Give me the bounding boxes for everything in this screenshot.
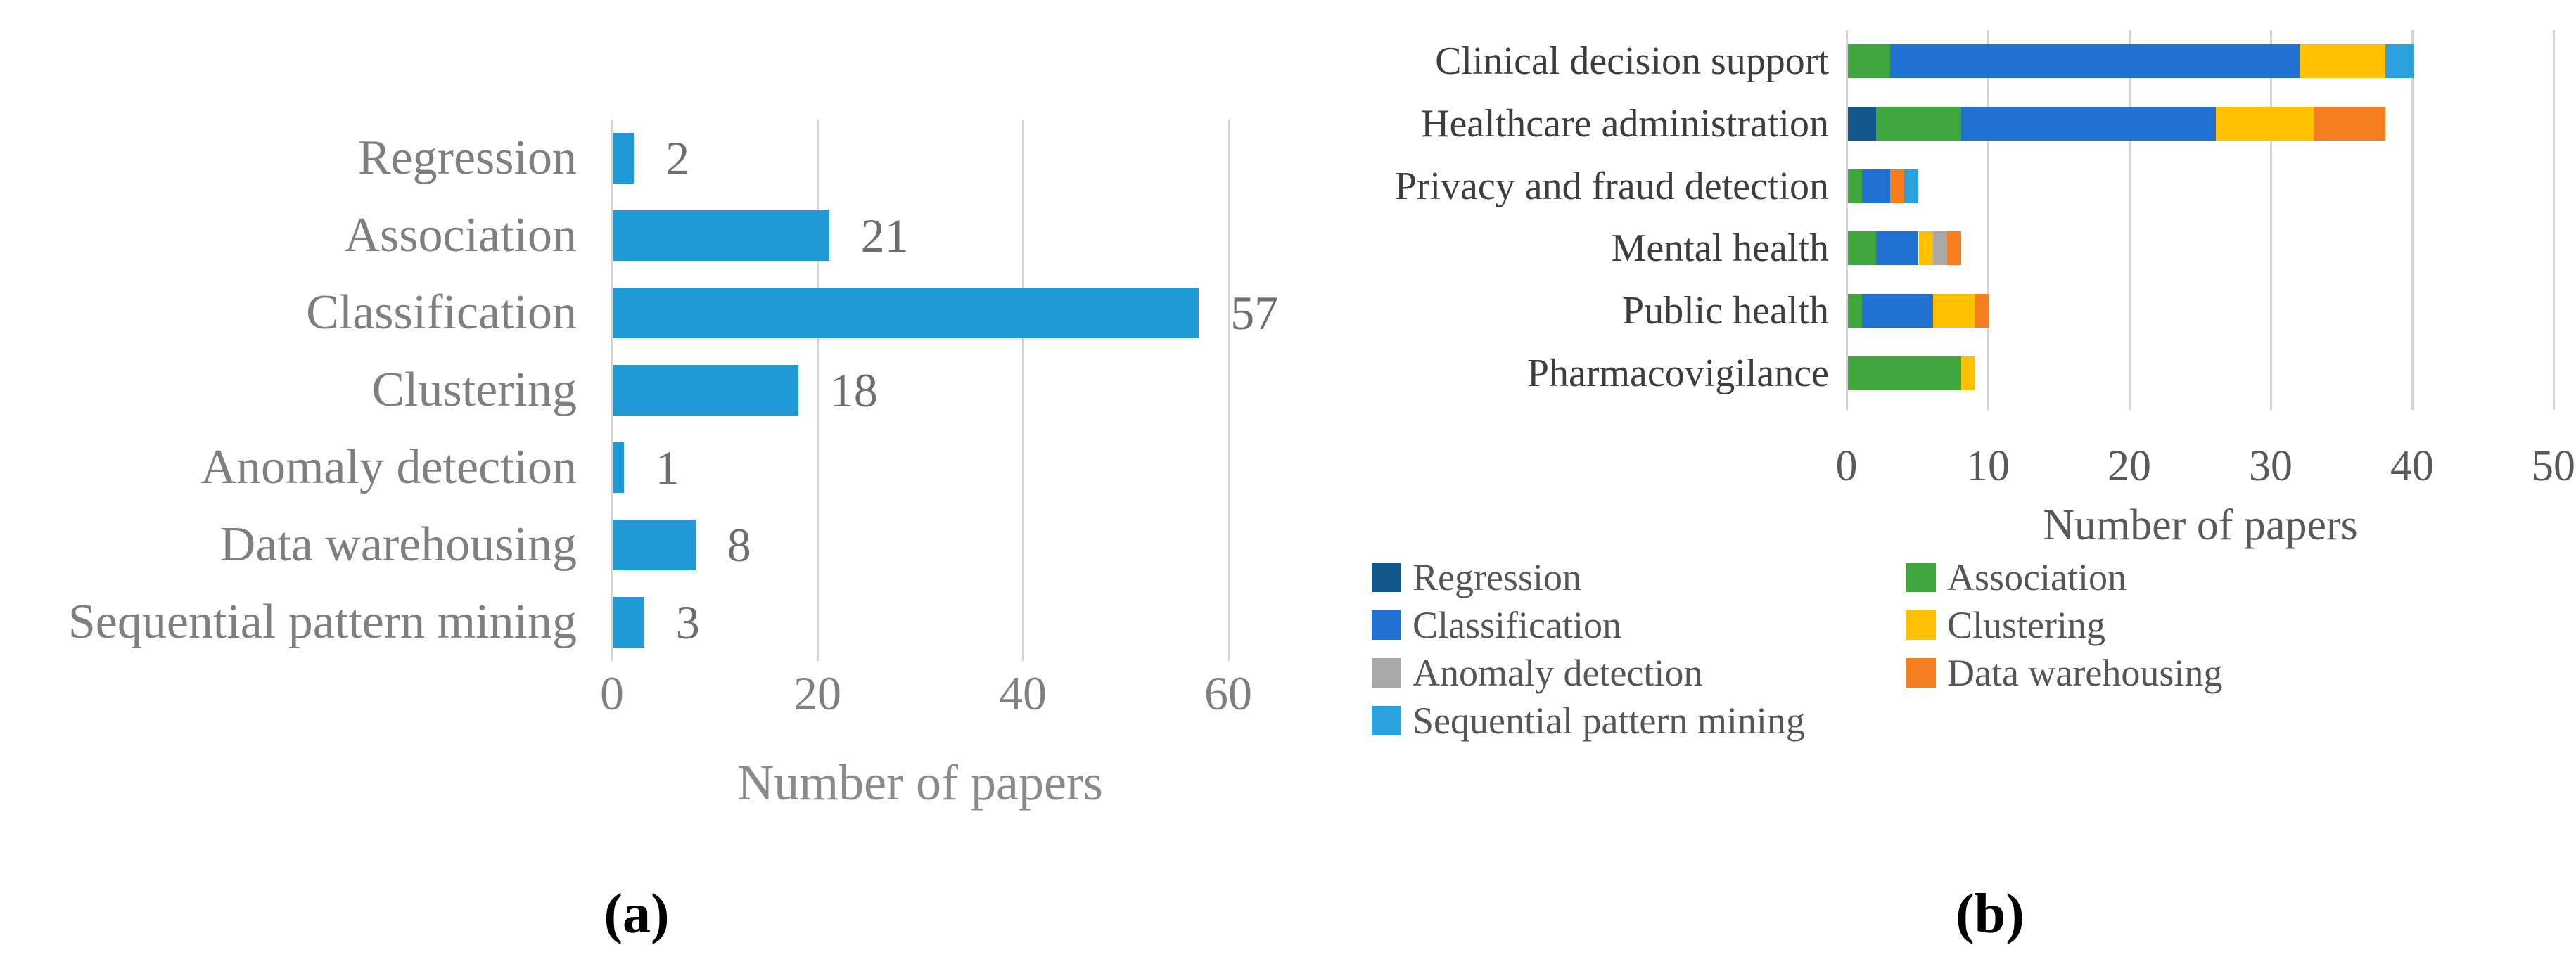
segment-regression (1848, 107, 1877, 141)
gridline (1022, 120, 1024, 661)
segment-sequential-pattern-mining (2385, 44, 2414, 78)
segment-clustering (1918, 231, 1933, 265)
gridline (1987, 30, 1989, 410)
segment-data-warehousing (1975, 294, 1989, 328)
segment-association (1848, 169, 1863, 203)
legend-swatch-association (1906, 563, 1936, 592)
panel-b-caption: (b) (1956, 883, 2025, 945)
legend-label-association: Association (1947, 556, 2127, 598)
category-label-healthcare-administration: Healthcare administration (1421, 102, 1829, 146)
bar-association (613, 210, 829, 261)
gridline (817, 120, 819, 661)
legend-label-data-warehousing: Data warehousing (1947, 652, 2223, 694)
segment-clustering (2215, 107, 2315, 141)
x-tick-label: 60 (1204, 667, 1252, 720)
category-label-association: Association (344, 208, 577, 262)
segment-anomaly-detection (1932, 231, 1947, 265)
segment-classification (1876, 231, 1919, 265)
value-label-classification: 57 (1230, 286, 1279, 340)
gridline (1228, 120, 1230, 661)
x-tick-label: 40 (999, 667, 1047, 720)
category-label-regression: Regression (357, 131, 577, 185)
x-tick-label: 0 (1835, 442, 1858, 490)
legend-label-clustering: Clustering (1947, 604, 2105, 646)
legend-label-sequential-pattern-mining: Sequential pattern mining (1413, 700, 1805, 742)
category-label-privacy-and-fraud-detection: Privacy and fraud detection (1394, 165, 1829, 208)
bar-classification (613, 288, 1199, 338)
category-label-data-warehousing: Data warehousing (219, 518, 577, 572)
segment-sequential-pattern-mining (1904, 169, 1919, 203)
segment-data-warehousing (1946, 231, 1961, 265)
segment-clustering (1932, 294, 1975, 328)
legend-label-regression: Regression (1413, 556, 1581, 598)
legend-swatch-anomaly-detection (1372, 658, 1401, 688)
gridline (2270, 30, 2272, 410)
value-label-anomaly-detection: 1 (655, 441, 680, 494)
value-label-association: 21 (860, 209, 909, 262)
segment-association (1848, 356, 1961, 390)
value-label-clustering: 18 (829, 364, 878, 417)
x-tick-label: 40 (2390, 442, 2434, 490)
legend-swatch-sequential-pattern-mining (1372, 706, 1401, 735)
panel-a-x-axis-title: Number of papers (737, 754, 1103, 811)
legend-label-classification: Classification (1413, 604, 1621, 646)
gridline (611, 120, 613, 661)
category-label-sequential-pattern-mining: Sequential pattern mining (68, 595, 577, 649)
x-tick-label: 30 (2249, 442, 2293, 490)
segment-association (1848, 294, 1863, 328)
x-tick-label: 0 (600, 667, 624, 720)
value-label-regression: 2 (665, 131, 690, 185)
segment-association (1848, 44, 1891, 78)
segment-clustering (1960, 356, 1975, 390)
x-tick-label: 20 (2108, 442, 2151, 490)
legend-swatch-clustering (1906, 610, 1936, 640)
panel-a-caption: (a) (604, 883, 670, 945)
segment-classification (1960, 107, 2216, 141)
gridline (2129, 30, 2131, 410)
x-tick-label: 50 (2532, 442, 2575, 490)
segment-classification (1890, 44, 2301, 78)
category-label-anomaly-detection: Anomaly detection (200, 440, 577, 494)
gridline (2411, 30, 2414, 410)
category-label-mental-health: Mental health (1611, 226, 1829, 270)
x-tick-label: 10 (1966, 442, 2010, 490)
segment-classification (1862, 169, 1891, 203)
value-label-data-warehousing: 8 (727, 518, 751, 572)
category-label-public-health: Public health (1622, 289, 1829, 333)
gridline (2553, 30, 2555, 410)
value-label-sequential-pattern-mining: 3 (675, 596, 700, 649)
category-label-clinical-decision-support: Clinical decision support (1435, 39, 1829, 83)
segment-clustering (2300, 44, 2385, 78)
segment-data-warehousing (1890, 169, 1905, 203)
segment-data-warehousing (2314, 107, 2385, 141)
legend-swatch-regression (1372, 563, 1401, 592)
category-label-pharmacovigilance: Pharmacovigilance (1526, 352, 1829, 395)
category-label-classification: Classification (306, 285, 577, 340)
segment-classification (1862, 294, 1933, 328)
legend-label-anomaly-detection: Anomaly detection (1413, 652, 1703, 694)
bar-sequential-pattern-mining (613, 597, 644, 648)
legend-swatch-data-warehousing (1906, 658, 1936, 688)
bar-clustering (613, 365, 798, 416)
panel-b-x-axis-title: Number of papers (2043, 501, 2358, 549)
segment-association (1848, 231, 1877, 265)
bar-anomaly-detection (613, 442, 624, 493)
x-tick-label: 20 (793, 667, 841, 720)
bar-regression (613, 133, 635, 184)
legend-swatch-classification (1372, 610, 1401, 640)
bar-data-warehousing (613, 520, 696, 570)
category-label-clustering: Clustering (371, 363, 577, 417)
gridline (1846, 30, 1848, 410)
segment-association (1876, 107, 1961, 141)
